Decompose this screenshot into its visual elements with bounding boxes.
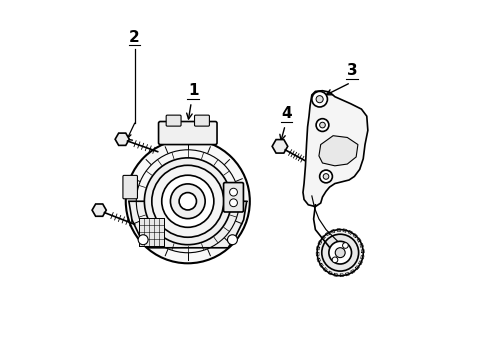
FancyBboxPatch shape — [122, 175, 137, 199]
Circle shape — [311, 91, 327, 107]
Circle shape — [170, 184, 205, 219]
Circle shape — [323, 174, 328, 179]
Polygon shape — [129, 201, 246, 248]
Circle shape — [144, 158, 231, 245]
Circle shape — [319, 122, 325, 128]
Polygon shape — [272, 140, 287, 153]
Circle shape — [138, 235, 148, 245]
FancyBboxPatch shape — [166, 115, 181, 126]
Circle shape — [319, 170, 332, 183]
Circle shape — [321, 234, 358, 271]
Circle shape — [151, 165, 224, 237]
Circle shape — [328, 241, 351, 264]
Circle shape — [331, 257, 337, 263]
Polygon shape — [115, 133, 129, 145]
Circle shape — [317, 230, 363, 276]
Circle shape — [162, 175, 213, 227]
Circle shape — [229, 199, 237, 207]
Text: 3: 3 — [346, 63, 356, 78]
Circle shape — [335, 248, 345, 258]
Polygon shape — [303, 91, 367, 207]
Polygon shape — [92, 204, 106, 216]
Circle shape — [227, 235, 237, 245]
Text: 2: 2 — [129, 30, 140, 45]
FancyBboxPatch shape — [158, 122, 217, 145]
Bar — [139, 217, 164, 246]
FancyBboxPatch shape — [223, 183, 243, 212]
Text: 1: 1 — [187, 84, 198, 99]
Circle shape — [125, 139, 249, 263]
Circle shape — [315, 119, 328, 131]
Circle shape — [315, 96, 323, 103]
Text: 4: 4 — [281, 106, 291, 121]
Circle shape — [179, 193, 196, 210]
Polygon shape — [318, 136, 357, 166]
Circle shape — [229, 188, 237, 196]
Circle shape — [342, 243, 347, 248]
FancyBboxPatch shape — [194, 115, 209, 126]
